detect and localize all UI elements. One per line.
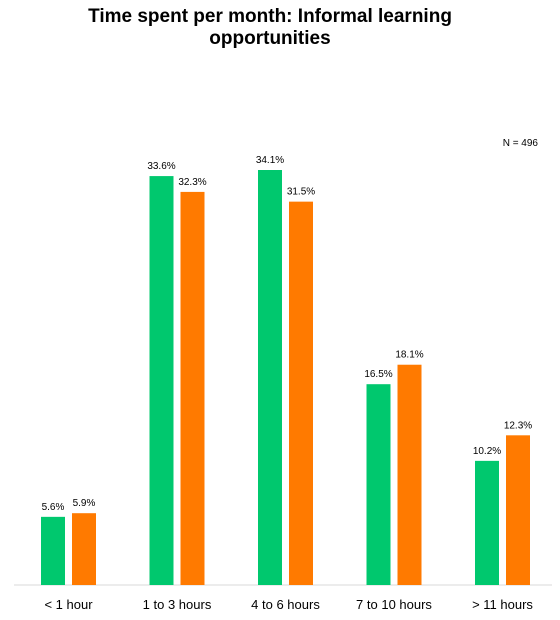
- bar-3-series-1: [397, 364, 422, 585]
- bar-1-series-0: [149, 176, 174, 586]
- bar-4-series-0: [475, 460, 499, 585]
- x-tick-label-3: 7 to 10 hours: [356, 597, 432, 612]
- bar-0-series-0: [41, 516, 65, 585]
- x-tick-label-0: < 1 hour: [44, 597, 93, 612]
- data-label-4-series-1: 12.3%: [504, 420, 532, 431]
- chart-title: Time spent per month: Informal learning …: [88, 6, 452, 49]
- x-tick-label-2: 4 to 6 hours: [251, 597, 320, 612]
- bars-group: [41, 170, 530, 586]
- data-label-2-series-0: 34.1%: [256, 155, 284, 166]
- data-label-1-series-1: 32.3%: [178, 177, 206, 188]
- bar-0-series-1: [72, 513, 96, 585]
- data-label-2-series-1: 31.5%: [287, 187, 315, 198]
- data-label-1-series-0: 33.6%: [147, 161, 175, 172]
- bar-1-series-1: [180, 191, 205, 585]
- data-label-4-series-0: 10.2%: [473, 446, 501, 457]
- data-label-3-series-0: 16.5%: [364, 369, 392, 380]
- bar-3-series-0: [366, 384, 391, 585]
- data-label-0-series-0: 5.6%: [42, 502, 65, 513]
- x-tick-label-1: 1 to 3 hours: [143, 597, 212, 612]
- bar-2-series-1: [289, 201, 313, 586]
- labels-group: 5.6% 5.9% < 1 hour 33.6%32.3% 1 to 3 hours 34…: [42, 155, 534, 612]
- data-label-3-series-1: 18.1%: [395, 350, 423, 361]
- x-tick-label-4: > 11 hours: [472, 597, 533, 612]
- bar-2-series-0: [258, 170, 282, 585]
- sample-size-note: N = 496: [502, 138, 538, 149]
- bar-4-series-1: [506, 435, 530, 585]
- data-label-0-series-1: 5.9%: [73, 498, 96, 509]
